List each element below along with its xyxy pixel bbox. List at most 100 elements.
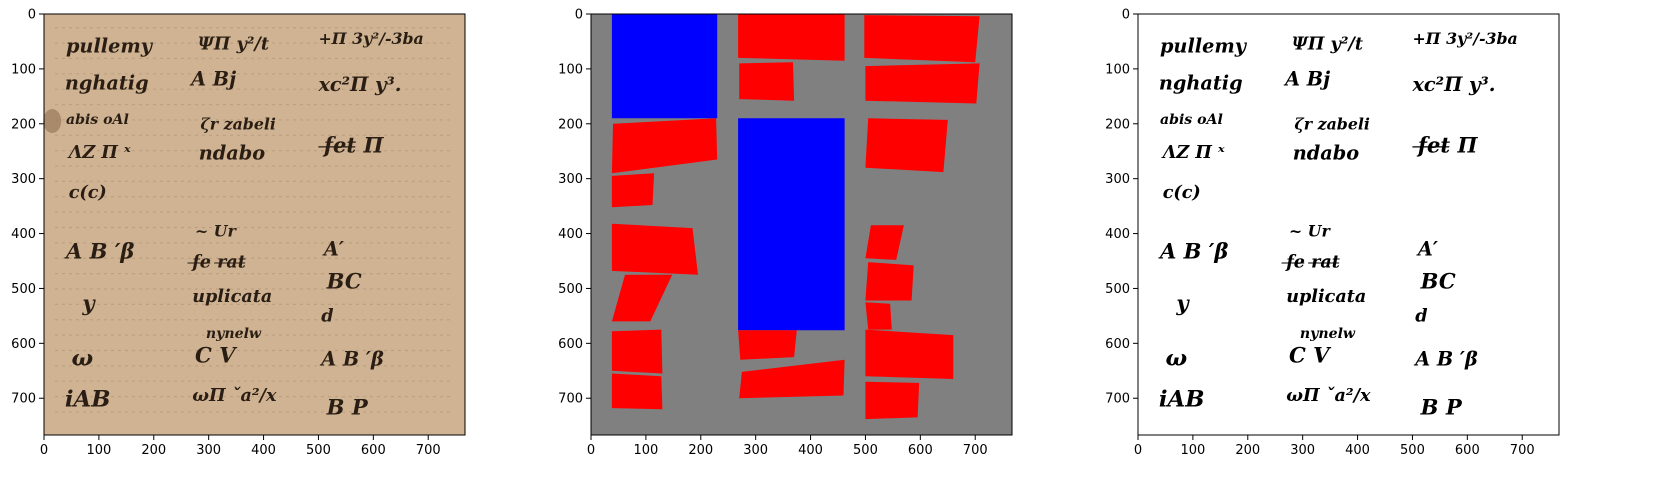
handwriting-text: pullemy [1160,34,1248,57]
region-text-17 [865,302,892,330]
x-tick-label: 200 [141,443,166,458]
panel-image-background [1138,14,1559,435]
region-text-3 [739,62,795,101]
y-tick-label: 200 [1105,117,1130,132]
handwriting-text: xc²Π y³. [317,73,401,96]
panel-segmentation-mask: 0 0 100 100 200 200 300 300 400 400 500 500 600 600 70… [558,8,1013,458]
handwriting-text: y [81,290,96,315]
handwriting-text: ωΠ ˇa²/x [1286,385,1371,406]
handwriting-text: ωΠ ˇa²/x [192,385,277,406]
x-tick-label: 100 [86,443,111,458]
region-text-19 [865,381,920,420]
handwriting-text: f̶e̶t̶ Π [1412,132,1479,157]
y-tick-label: 200 [11,117,36,132]
x-tick-label: 300 [196,443,221,458]
handwriting-text: f̶e̶t̶ Π [318,132,385,157]
y-tick-label: 500 [558,282,583,297]
x-tick-label: 0 [40,443,48,458]
handwriting-text: d [1415,305,1427,326]
handwriting-text: nynelw [206,326,262,342]
handwriting-text: ΛZ Π ˣ [67,142,131,163]
handwriting-text: c(c) [1163,182,1201,203]
handwriting-text: abis oAl [66,112,129,128]
handwriting-text: ΨΠ y²/t [1292,34,1363,55]
y-tick-label: 200 [558,117,583,132]
y-tick-label: 500 [1105,282,1130,297]
panel-binarized-manuscript: pullemy ΨΠ y²/t +Π 3y²/-3ba nghatig A Bj xc²Π… [1105,8,1560,458]
y-tick-label: 0 [575,8,583,23]
axes-frame [590,13,1013,436]
handwriting-text: C V [1289,343,1332,368]
handwriting-text: ΨΠ y²/t [198,34,269,55]
y-tick-label: 400 [558,227,583,242]
y-tick-label: 700 [1105,392,1130,407]
region-math-1 [738,118,845,331]
region-text-10 [611,274,673,322]
axes-frame [1137,13,1560,436]
region-text-4 [864,15,980,63]
handwriting-text: ~ Ur [1289,221,1332,240]
handwriting-layer: pullemy ΨΠ y²/t +Π 3y²/-3ba nghatig A Bj xc²Π… [1158,29,1518,420]
x-tick-label: 500 [853,443,878,458]
handwriting-text: A B ′β [1158,238,1228,263]
x-tick-label: 600 [908,443,933,458]
x-tick-label: 700 [416,443,441,458]
handwriting-text: uplicata [1286,286,1366,307]
handwriting-text: B P [1420,395,1463,420]
panel-image-background [44,14,465,435]
y-tick-label: 700 [558,392,583,407]
handwriting-text: ζr zabeli [200,114,275,133]
x-tick-label: 100 [633,443,658,458]
x-tick-label: 300 [1290,443,1315,458]
region-text-14 [739,359,845,399]
y-tick-label: 100 [1105,62,1130,77]
x-tick-label: 600 [361,443,386,458]
handwriting-text: ω [1165,345,1187,371]
y-tick-label: 400 [11,227,36,242]
y-tick-label: 500 [11,282,36,297]
x-tick-label: 200 [688,443,713,458]
handwriting-text: xc²Π y³. [1411,73,1495,96]
x-tick-label: 400 [1345,443,1370,458]
handwriting-text: uplicata [192,286,272,307]
x-tick-label: 0 [1134,443,1142,458]
handwriting-text: ndabo [1293,141,1359,164]
handwriting-text: A Bj [1283,67,1330,90]
handwriting-text: nghatig [65,72,149,95]
handwriting-text: BC [326,268,362,293]
handwriting-text: +Π 3y²/-3ba [1412,29,1517,48]
handwriting-text: ω [71,345,93,371]
handwriting-text: nynelw [1300,326,1356,342]
handwriting-text: iAB [1159,386,1205,412]
y-tick-label: 300 [11,172,36,187]
x-tick-label: 400 [251,443,276,458]
handwriting-text: y [1175,290,1190,315]
y-tick-label: 300 [1105,172,1130,187]
y-tick-label: 100 [11,62,36,77]
y-tick-label: 600 [1105,337,1130,352]
handwriting-text: A B ′β [1413,347,1478,370]
handwriting-text: ΛZ Π ˣ [1161,142,1225,163]
x-tick-label: 200 [1235,443,1260,458]
y-tick-label: 100 [558,62,583,77]
y-tick-label: 600 [558,337,583,352]
handwriting-text: A′ [1416,238,1438,261]
y-tick-label: 400 [1105,227,1130,242]
x-tick-label: 700 [963,443,988,458]
region-text-15 [865,225,904,260]
x-tick-label: 600 [1455,443,1480,458]
y-tick-label: 0 [1122,8,1130,23]
handwriting-text: f̶e̶ r̶a̶t̶ [1281,252,1340,273]
y-tick-label: 700 [11,392,36,407]
handwriting-text: BC [1420,268,1456,293]
y-tick-label: 600 [11,337,36,352]
region-text-18 [865,329,954,379]
x-tick-label: 500 [1400,443,1425,458]
x-tick-label: 300 [743,443,768,458]
x-tick-label: 100 [1180,443,1205,458]
handwriting-text: abis oAl [1160,112,1223,128]
y-tick-label: 300 [558,172,583,187]
handwriting-text: ~ Ur [195,221,238,240]
x-tick-label: 400 [798,443,823,458]
